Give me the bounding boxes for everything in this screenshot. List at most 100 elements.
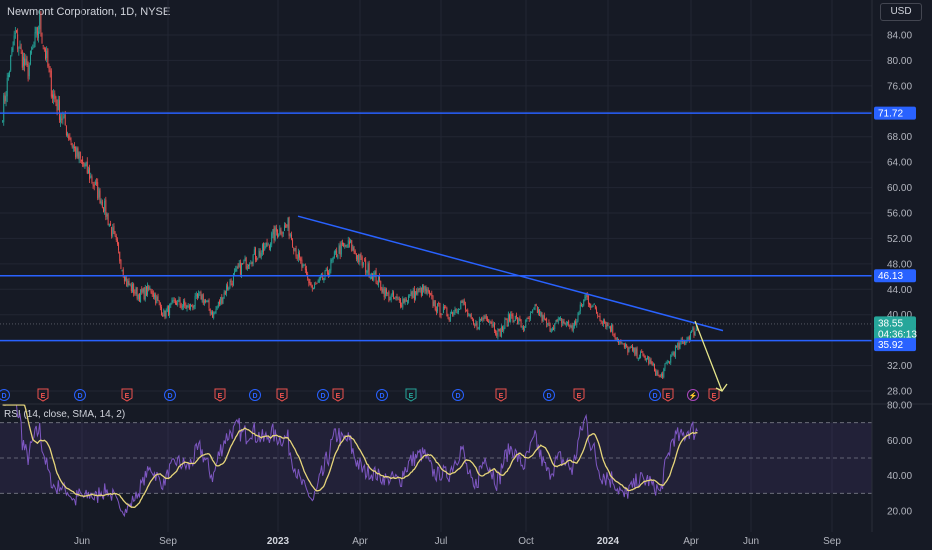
candle-body [340, 243, 342, 255]
candle-body [155, 294, 157, 304]
event-marker-label: E [125, 393, 130, 400]
candle-body [577, 314, 579, 322]
rsi-tick-label: 60.00 [887, 436, 912, 447]
price-tick-label: 80.00 [887, 56, 912, 67]
candle-body [325, 268, 327, 271]
rsi-tick-label: 20.00 [887, 507, 912, 518]
candle-body [227, 284, 229, 290]
candle-body [510, 314, 512, 322]
candle-body [440, 314, 442, 316]
candle-body [18, 49, 20, 51]
candle-body [324, 270, 326, 278]
candle-body [290, 234, 292, 240]
earnings-marker [37, 388, 49, 402]
candle-body [464, 304, 466, 310]
candle-body [50, 70, 52, 97]
candle-body [476, 323, 478, 329]
price-label-box [874, 269, 916, 283]
candle-body [217, 301, 219, 307]
candle-body [405, 299, 407, 302]
candle-body [471, 317, 473, 319]
event-marker-label: D [1, 393, 6, 400]
rsi-tick-label: 40.00 [887, 471, 912, 482]
candle-body [32, 47, 34, 50]
candle-body [46, 50, 48, 59]
candle-body [53, 94, 55, 99]
candle-body [303, 265, 305, 267]
candle-body [491, 322, 493, 327]
candle-body [475, 322, 477, 326]
candle-body [606, 322, 608, 328]
candle-body [133, 284, 135, 294]
candle-body [463, 300, 465, 305]
candle-body [245, 257, 247, 269]
candle-body [391, 292, 393, 295]
candle-body [183, 301, 184, 307]
candle-body [201, 295, 203, 301]
candle-body [39, 14, 41, 30]
candle-body [317, 280, 319, 283]
candle-body [656, 371, 658, 376]
candle-body [278, 234, 280, 237]
dividend-marker [649, 389, 661, 401]
candle-body [659, 376, 661, 378]
candle-body [214, 311, 216, 313]
candle-body [152, 293, 154, 297]
candle-body [570, 326, 572, 328]
candle-body [55, 96, 57, 104]
candle-body [415, 291, 416, 300]
candle-body [178, 298, 180, 301]
candle-body [493, 323, 495, 331]
price-label-text: 71.72 [878, 109, 903, 120]
candle-body [650, 359, 652, 363]
candle-body [579, 304, 581, 312]
candle-body [77, 148, 79, 159]
candle-body [496, 333, 498, 336]
candle-body [232, 274, 234, 285]
candle-body [411, 291, 413, 299]
candle-body [20, 47, 22, 50]
candle-body [396, 296, 398, 299]
time-axis: Jun Sep 2023 Apr Jul Oct 2024 Apr Jun Sep [74, 536, 841, 547]
candle-body [116, 239, 118, 244]
candle-body [292, 239, 294, 248]
candle-body [110, 223, 111, 226]
candle-body [434, 300, 436, 310]
event-marker-label: E [712, 393, 717, 400]
candle-body [344, 244, 346, 247]
candle-body [360, 253, 362, 258]
candle-body [542, 315, 544, 322]
candle-body [406, 301, 408, 303]
candle-body [74, 147, 75, 148]
candle-body [28, 65, 30, 77]
candle-body [551, 328, 553, 330]
candle-body [284, 225, 285, 232]
candle-body [126, 278, 128, 287]
candle-body [679, 342, 681, 350]
candle-body [354, 251, 356, 255]
candle-body [99, 190, 101, 204]
candle-body [503, 327, 505, 331]
candle-body [31, 51, 33, 53]
candle-body [555, 320, 557, 324]
candle-body [478, 319, 480, 329]
candle-body [480, 319, 481, 321]
candle-body [647, 356, 648, 359]
candle-body [576, 321, 578, 325]
candle-body [373, 272, 375, 281]
candle-body [364, 260, 365, 262]
price-tick-label: 28.00 [887, 387, 912, 398]
candle-body [638, 356, 640, 359]
candle-body [197, 293, 198, 298]
candle-body [108, 223, 110, 227]
candle-body [5, 96, 7, 101]
candle-body [336, 250, 338, 258]
trend-line [297, 215, 724, 332]
candle-body [543, 315, 545, 320]
candle-body [125, 277, 126, 281]
currency-button[interactable]: USD [880, 3, 922, 21]
candle-body [536, 306, 538, 313]
event-marker-label: E [41, 393, 46, 400]
candle-body [454, 309, 456, 313]
